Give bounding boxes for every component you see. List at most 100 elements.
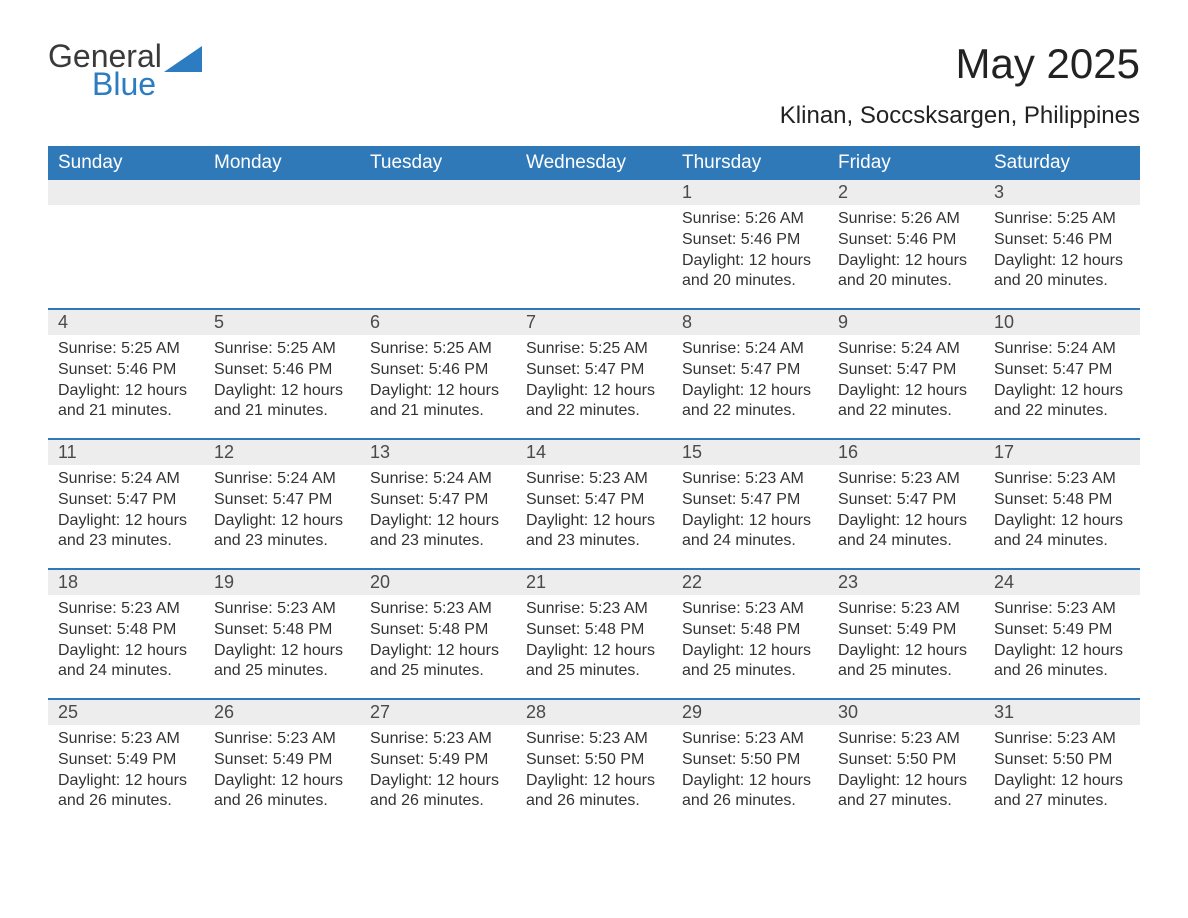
daylight-line-1: Daylight: 12 hours xyxy=(682,771,818,792)
day-details: Sunrise: 5:23 AMSunset: 5:49 PMDaylight:… xyxy=(828,595,984,684)
sunset-line: Sunset: 5:50 PM xyxy=(838,750,974,771)
sunrise-line: Sunrise: 5:23 AM xyxy=(838,729,974,750)
daylight-line-1: Daylight: 12 hours xyxy=(682,251,818,272)
sunrise-line: Sunrise: 5:23 AM xyxy=(682,599,818,620)
day-number xyxy=(516,180,672,205)
weekday-header: Sunday xyxy=(48,146,204,180)
sunrise-line: Sunrise: 5:23 AM xyxy=(58,729,194,750)
daylight-line-2: and 21 minutes. xyxy=(58,401,194,422)
daylight-line-1: Daylight: 12 hours xyxy=(526,511,662,532)
daylight-line-2: and 25 minutes. xyxy=(838,661,974,682)
day-details: Sunrise: 5:24 AMSunset: 5:47 PMDaylight:… xyxy=(48,465,204,554)
day-number: 26 xyxy=(204,700,360,725)
weekday-header: Wednesday xyxy=(516,146,672,180)
calendar-cell: 28Sunrise: 5:23 AMSunset: 5:50 PMDayligh… xyxy=(516,700,672,818)
page-header: General Blue May 2025 Klinan, Soccsksarg… xyxy=(48,40,1140,130)
sunrise-line: Sunrise: 5:24 AM xyxy=(370,469,506,490)
daylight-line-2: and 26 minutes. xyxy=(526,791,662,812)
calendar-cell: 3Sunrise: 5:25 AMSunset: 5:46 PMDaylight… xyxy=(984,180,1140,298)
daylight-line-1: Daylight: 12 hours xyxy=(526,641,662,662)
calendar-week: 18Sunrise: 5:23 AMSunset: 5:48 PMDayligh… xyxy=(48,568,1140,688)
sunset-line: Sunset: 5:50 PM xyxy=(994,750,1130,771)
daylight-line-1: Daylight: 12 hours xyxy=(682,511,818,532)
sunrise-line: Sunrise: 5:23 AM xyxy=(994,729,1130,750)
day-details: Sunrise: 5:24 AMSunset: 5:47 PMDaylight:… xyxy=(672,335,828,424)
sunset-line: Sunset: 5:47 PM xyxy=(214,490,350,511)
daylight-line-1: Daylight: 12 hours xyxy=(526,771,662,792)
sunset-line: Sunset: 5:47 PM xyxy=(682,490,818,511)
sunrise-line: Sunrise: 5:23 AM xyxy=(682,729,818,750)
daylight-line-2: and 27 minutes. xyxy=(838,791,974,812)
sunset-line: Sunset: 5:46 PM xyxy=(682,230,818,251)
sunrise-line: Sunrise: 5:23 AM xyxy=(526,469,662,490)
day-details: Sunrise: 5:23 AMSunset: 5:50 PMDaylight:… xyxy=(828,725,984,814)
title-block: May 2025 Klinan, Soccsksargen, Philippin… xyxy=(780,40,1140,130)
day-number: 1 xyxy=(672,180,828,205)
daylight-line-2: and 25 minutes. xyxy=(526,661,662,682)
day-details: Sunrise: 5:26 AMSunset: 5:46 PMDaylight:… xyxy=(828,205,984,294)
calendar-cell: 19Sunrise: 5:23 AMSunset: 5:48 PMDayligh… xyxy=(204,570,360,688)
calendar-cell: 24Sunrise: 5:23 AMSunset: 5:49 PMDayligh… xyxy=(984,570,1140,688)
calendar-cell: 25Sunrise: 5:23 AMSunset: 5:49 PMDayligh… xyxy=(48,700,204,818)
daylight-line-2: and 26 minutes. xyxy=(994,661,1130,682)
weekday-header: Tuesday xyxy=(360,146,516,180)
day-number: 22 xyxy=(672,570,828,595)
logo-triangle-icon xyxy=(164,46,202,72)
daylight-line-2: and 21 minutes. xyxy=(214,401,350,422)
sunset-line: Sunset: 5:46 PM xyxy=(994,230,1130,251)
day-details: Sunrise: 5:23 AMSunset: 5:48 PMDaylight:… xyxy=(204,595,360,684)
sunset-line: Sunset: 5:50 PM xyxy=(526,750,662,771)
sunset-line: Sunset: 5:48 PM xyxy=(526,620,662,641)
calendar-cell: 31Sunrise: 5:23 AMSunset: 5:50 PMDayligh… xyxy=(984,700,1140,818)
sunset-line: Sunset: 5:49 PM xyxy=(994,620,1130,641)
weeks-container: 1Sunrise: 5:26 AMSunset: 5:46 PMDaylight… xyxy=(48,180,1140,818)
day-details: Sunrise: 5:23 AMSunset: 5:49 PMDaylight:… xyxy=(360,725,516,814)
daylight-line-1: Daylight: 12 hours xyxy=(58,771,194,792)
daylight-line-2: and 23 minutes. xyxy=(370,531,506,552)
sunrise-line: Sunrise: 5:24 AM xyxy=(58,469,194,490)
day-number: 31 xyxy=(984,700,1140,725)
calendar-cell: 18Sunrise: 5:23 AMSunset: 5:48 PMDayligh… xyxy=(48,570,204,688)
day-number: 13 xyxy=(360,440,516,465)
calendar-cell xyxy=(204,180,360,298)
daylight-line-2: and 20 minutes. xyxy=(682,271,818,292)
daylight-line-1: Daylight: 12 hours xyxy=(838,381,974,402)
daylight-line-1: Daylight: 12 hours xyxy=(370,511,506,532)
day-number: 12 xyxy=(204,440,360,465)
sunset-line: Sunset: 5:50 PM xyxy=(682,750,818,771)
sunrise-line: Sunrise: 5:25 AM xyxy=(526,339,662,360)
day-details: Sunrise: 5:23 AMSunset: 5:47 PMDaylight:… xyxy=(828,465,984,554)
sunset-line: Sunset: 5:47 PM xyxy=(838,360,974,381)
daylight-line-1: Daylight: 12 hours xyxy=(994,641,1130,662)
daylight-line-2: and 26 minutes. xyxy=(214,791,350,812)
sunrise-line: Sunrise: 5:25 AM xyxy=(58,339,194,360)
day-number: 28 xyxy=(516,700,672,725)
sunset-line: Sunset: 5:47 PM xyxy=(682,360,818,381)
sunrise-line: Sunrise: 5:23 AM xyxy=(370,729,506,750)
sunrise-line: Sunrise: 5:26 AM xyxy=(838,209,974,230)
calendar-week: 11Sunrise: 5:24 AMSunset: 5:47 PMDayligh… xyxy=(48,438,1140,558)
sunset-line: Sunset: 5:49 PM xyxy=(370,750,506,771)
daylight-line-2: and 20 minutes. xyxy=(994,271,1130,292)
sunrise-line: Sunrise: 5:24 AM xyxy=(214,469,350,490)
daylight-line-2: and 25 minutes. xyxy=(370,661,506,682)
sunset-line: Sunset: 5:46 PM xyxy=(58,360,194,381)
day-details: Sunrise: 5:23 AMSunset: 5:49 PMDaylight:… xyxy=(48,725,204,814)
day-number: 9 xyxy=(828,310,984,335)
daylight-line-1: Daylight: 12 hours xyxy=(838,511,974,532)
daylight-line-2: and 25 minutes. xyxy=(214,661,350,682)
calendar-cell: 29Sunrise: 5:23 AMSunset: 5:50 PMDayligh… xyxy=(672,700,828,818)
daylight-line-2: and 22 minutes. xyxy=(838,401,974,422)
calendar-cell: 2Sunrise: 5:26 AMSunset: 5:46 PMDaylight… xyxy=(828,180,984,298)
daylight-line-2: and 23 minutes. xyxy=(214,531,350,552)
calendar-cell: 5Sunrise: 5:25 AMSunset: 5:46 PMDaylight… xyxy=(204,310,360,428)
daylight-line-1: Daylight: 12 hours xyxy=(370,381,506,402)
sunrise-line: Sunrise: 5:24 AM xyxy=(682,339,818,360)
calendar-cell: 21Sunrise: 5:23 AMSunset: 5:48 PMDayligh… xyxy=(516,570,672,688)
day-details: Sunrise: 5:23 AMSunset: 5:50 PMDaylight:… xyxy=(516,725,672,814)
day-number: 16 xyxy=(828,440,984,465)
day-number: 14 xyxy=(516,440,672,465)
sunset-line: Sunset: 5:49 PM xyxy=(838,620,974,641)
daylight-line-2: and 21 minutes. xyxy=(370,401,506,422)
daylight-line-1: Daylight: 12 hours xyxy=(58,641,194,662)
